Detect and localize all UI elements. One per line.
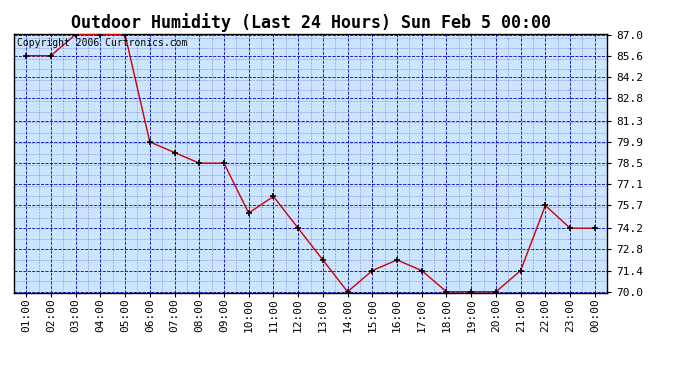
Title: Outdoor Humidity (Last 24 Hours) Sun Feb 5 00:00: Outdoor Humidity (Last 24 Hours) Sun Feb…	[70, 13, 551, 32]
Text: Copyright 2006 Curtronics.com: Copyright 2006 Curtronics.com	[17, 38, 187, 48]
